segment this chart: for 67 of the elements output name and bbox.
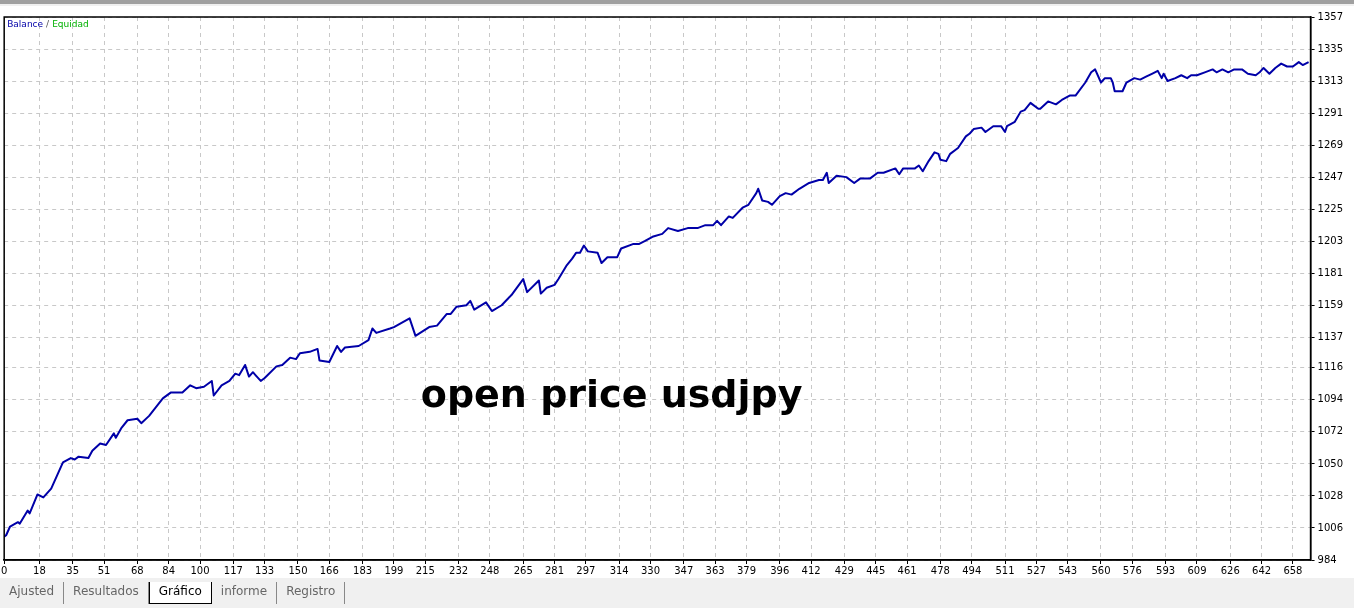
x-tick-label: 100 — [190, 564, 210, 576]
x-tick-label: 51 — [97, 564, 111, 576]
text: informe — [211, 582, 278, 604]
x-tick-label: 494 — [962, 564, 982, 576]
y-tick-label: 1116 — [1317, 361, 1343, 373]
x-tick-label: 0 — [0, 564, 8, 576]
x-tick-label: 576 — [1122, 564, 1142, 576]
x-tick-label: 183 — [353, 564, 373, 576]
y-tick-label: 1335 — [1317, 42, 1343, 54]
x-tick-label: 478 — [930, 564, 950, 576]
text: Balance — [7, 19, 44, 29]
x-tick-label: 166 — [319, 564, 339, 576]
y-tick-label: 1159 — [1317, 298, 1343, 310]
x-tick-label: 560 — [1091, 564, 1111, 576]
x-tick-label: 35 — [66, 564, 80, 576]
y-tick-label: 1269 — [1317, 138, 1343, 150]
text: Resultados — [64, 582, 149, 604]
x-tick-label: 215 — [415, 564, 435, 576]
y-tick-label: 1225 — [1317, 202, 1343, 214]
x-tick-label: 379 — [736, 564, 757, 576]
y-tick-label: 1247 — [1317, 170, 1343, 182]
x-tick-label: 445 — [866, 564, 886, 576]
annotation: / — [46, 19, 50, 29]
x-tick-label: 642 — [1252, 564, 1272, 576]
x-tick-label: 412 — [801, 564, 821, 576]
x-tick-label: 593 — [1156, 564, 1176, 576]
x-tick-label: 281 — [544, 564, 565, 576]
x-tick-label: 511 — [995, 564, 1015, 576]
annotation: open price usdjpy — [420, 372, 803, 417]
x-tick-label: 248 — [480, 564, 500, 576]
x-tick-label: 363 — [705, 564, 725, 576]
y-tick-label: 1028 — [1317, 489, 1343, 501]
x-tick-label: 297 — [576, 564, 596, 576]
x-tick-label: 84 — [162, 564, 176, 576]
x-tick-label: 133 — [255, 564, 275, 576]
x-tick-label: 199 — [384, 564, 404, 576]
x-tick-label: 543 — [1058, 564, 1078, 576]
y-tick-label: 1072 — [1317, 425, 1343, 437]
annotation: Equidad — [52, 19, 89, 29]
x-tick-label: 429 — [834, 564, 854, 576]
y-tick-label: 1050 — [1317, 457, 1343, 469]
x-tick-label: 626 — [1220, 564, 1240, 576]
x-tick-label: 150 — [288, 564, 308, 576]
x-tick-label: 314 — [609, 564, 629, 576]
x-tick-label: 658 — [1283, 564, 1303, 576]
x-tick-label: 609 — [1187, 564, 1207, 576]
y-tick-label: 1137 — [1317, 330, 1343, 342]
x-tick-label: 265 — [513, 564, 533, 576]
x-tick-label: 117 — [223, 564, 243, 576]
y-tick-label: 1357 — [1317, 10, 1343, 22]
x-tick-label: 232 — [449, 564, 469, 576]
y-tick-label: 1291 — [1317, 106, 1343, 118]
x-tick-label: 396 — [770, 564, 790, 576]
y-tick-label: 984 — [1317, 553, 1337, 565]
x-tick-label: 330 — [640, 564, 661, 576]
x-tick-label: 527 — [1026, 564, 1046, 576]
y-tick-label: 1094 — [1317, 393, 1343, 405]
text: Ajusted — [0, 582, 65, 604]
x-tick-label: 68 — [131, 564, 144, 576]
y-tick-label: 1006 — [1317, 521, 1343, 533]
y-tick-label: 1203 — [1317, 234, 1343, 246]
x-tick-label: 461 — [897, 564, 917, 576]
x-tick-label: 18 — [33, 564, 46, 576]
x-tick-label: 347 — [674, 564, 694, 576]
y-tick-label: 1313 — [1317, 74, 1343, 86]
y-tick-label: 1181 — [1317, 266, 1343, 278]
text: Registro — [277, 582, 346, 604]
